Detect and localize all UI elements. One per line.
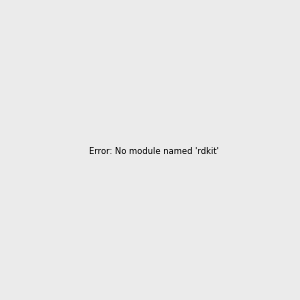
Text: Error: No module named 'rdkit': Error: No module named 'rdkit' xyxy=(89,147,219,156)
